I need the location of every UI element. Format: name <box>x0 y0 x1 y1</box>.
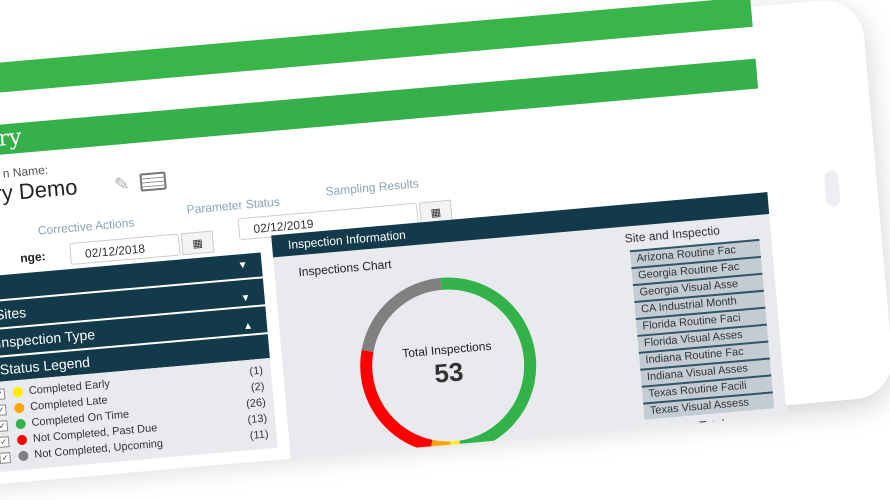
legend-count: (13) <box>247 412 268 427</box>
filter-label: Sites <box>0 304 27 323</box>
donut-slice-not-completed-past-due[interactable] <box>360 346 433 452</box>
site-table-title: Site and Inspectio <box>624 223 721 246</box>
status-dot-icon <box>15 418 27 430</box>
legend-count: (11) <box>249 428 270 443</box>
checkbox[interactable]: ✓ <box>0 403 7 416</box>
app-screen: try n Name: ry Demo ✎ s Corrective Actio… <box>0 0 787 475</box>
tab-parameter-status[interactable]: Parameter Status <box>186 194 281 217</box>
tab-sampling-results[interactable]: Sampling Results <box>324 176 420 199</box>
date-range-label: nge: <box>19 249 47 266</box>
legend-count: (2) <box>250 380 265 394</box>
donut-center-value: 53 <box>433 356 464 388</box>
card-icon[interactable] <box>139 171 167 192</box>
tab-corrective-actions[interactable]: Corrective Actions <box>37 215 135 238</box>
status-dot-icon <box>12 386 24 398</box>
inspection-information: Inspection Information Inspections Chart… <box>271 191 787 475</box>
donut-slice-completed-late[interactable] <box>429 439 451 454</box>
status-dot-icon <box>16 434 28 446</box>
donut-slice-completed-early[interactable] <box>450 440 462 454</box>
home-button[interactable] <box>823 169 841 207</box>
donut-slice-not-completed-upcoming[interactable] <box>361 277 446 353</box>
checkbox[interactable]: ✓ <box>0 419 9 432</box>
status-dot-icon <box>13 402 25 414</box>
caret-down-icon: ▼ <box>237 259 249 272</box>
checkbox[interactable]: ✓ <box>0 451 11 464</box>
checkbox[interactable]: ✓ <box>0 387 6 400</box>
pencil-icon[interactable]: ✎ <box>113 173 131 195</box>
site-list: Arizona Routine Fac Georgia Routine Fac Ge… <box>629 238 775 420</box>
checkbox[interactable]: ✓ <box>0 435 10 448</box>
status-dot-icon <box>18 450 29 462</box>
calendar-grid-icon[interactable]: ▦ <box>180 230 215 256</box>
donut-slice-completed-on-time[interactable] <box>440 277 537 453</box>
legend-count: (26) <box>245 396 267 411</box>
filter-label: Inspection Type <box>0 326 96 351</box>
legend-label: Completed Late <box>29 394 109 414</box>
facility-name: ry Demo <box>0 174 79 207</box>
legend-count: (1) <box>249 364 264 378</box>
totals-label: Totals <box>698 416 732 433</box>
tablet-frame: try n Name: ry Demo ✎ s Corrective Actio… <box>0 0 841 475</box>
